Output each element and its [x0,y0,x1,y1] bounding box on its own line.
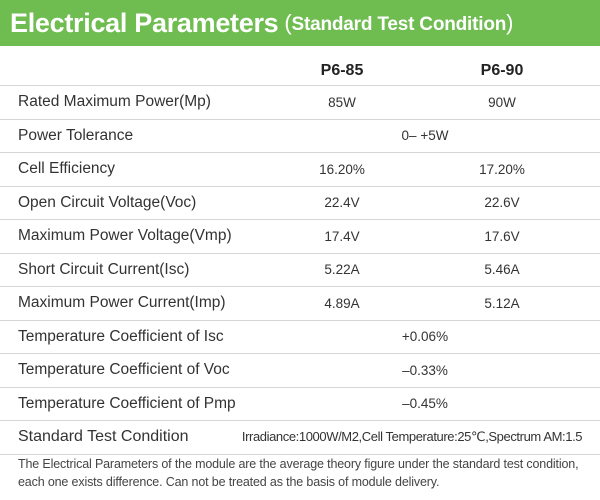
row-value-p6-85: 5.22A [324,262,360,278]
row-label: Temperature Coefficient of Pmp [18,394,236,412]
table-body: Rated Maximum Power(Mp) 85W 90W Power Toler… [0,86,600,421]
row-value-p6-90: 90W [488,94,516,110]
row-value-p6-90: 5.46A [484,262,520,278]
row-label: Temperature Coefficient of Voc [18,361,230,379]
row-value-shared: +0.06% [401,329,449,345]
row-value-p6-85: 22.4V [324,195,360,211]
table-row: Rated Maximum Power(Mp) 85W 90W [0,86,600,120]
table-row: Temperature Coefficient of Voc –0.33% [0,354,600,388]
row-value-p6-85: 16.20% [319,161,365,177]
row-label: Cell Efficiency [18,160,116,178]
column-header-p6-90: P6-90 [480,62,524,79]
row-label: Maximum Power Current(Imp) [18,294,226,312]
header-subtitle-open: ( [284,10,292,35]
table-row: Temperature Coefficient of Pmp –0.45% [0,388,600,421]
row-value-p6-90: 17.6V [484,228,520,244]
row-label: Maximum Power Voltage(Vmp) [18,227,232,245]
table-header-row: P6-85 P6-90 [0,57,600,86]
row-label: Temperature Coefficient of Isc [18,327,224,345]
header-title: Electrical Parameters [10,7,279,38]
row-value-p6-85: 17.4V [324,228,360,244]
header-subtitle-text: Standard Test Condition [291,14,507,35]
row-value-p6-90: 22.6V [484,195,520,211]
table-row-standard-test-condition: Standard Test Condition Irradiance:1000W… [0,421,600,455]
column-header-p6-85: P6-85 [320,62,364,79]
row-label: Standard Test Condition [18,428,189,446]
table-row: Short Circuit Current(Isc) 5.22A 5.46A [0,254,600,287]
table-row: Open Circuit Voltage(Voc) 22.4V 22.6V [0,187,600,220]
row-label: Power Tolerance [18,126,134,144]
header-subtitle-close: ) [506,10,514,35]
row-value-p6-85: 4.89A [324,295,360,311]
header-subtitle: (Standard Test Condition) [284,10,513,36]
row-value-shared: 0– +5W [401,128,449,144]
table-row: Cell Efficiency 16.20% 17.20% [0,153,600,187]
row-label: Open Circuit Voltage(Voc) [18,193,197,211]
row-value-p6-90: 17.20% [479,161,525,177]
row-value-standard-test-condition: Irradiance:1000W/M2,Cell Temperature:25℃… [241,429,583,445]
row-label: Rated Maximum Power(Mp) [18,93,211,111]
table-row: Maximum Power Voltage(Vmp) 17.4V 17.6V [0,220,600,254]
table-row: Maximum Power Current(Imp) 4.89A 5.12A [0,287,600,321]
row-value-shared: –0.33% [402,362,448,378]
section-header: Electrical Parameters (Standard Test Con… [0,0,600,46]
row-value-p6-85: 85W [328,94,356,110]
footnote: The Electrical Parameters of the module … [18,457,579,489]
table-row: Temperature Coefficient of Isc +0.06% [0,321,600,354]
table-row: Power Tolerance 0– +5W [0,120,600,153]
row-value-shared: –0.45% [402,396,448,412]
row-value-p6-90: 5.12A [484,295,520,311]
parameters-table: P6-85 P6-90 Rated Maximum Power(Mp) 85W 90… [0,57,600,455]
row-label: Short Circuit Current(Isc) [18,260,190,278]
